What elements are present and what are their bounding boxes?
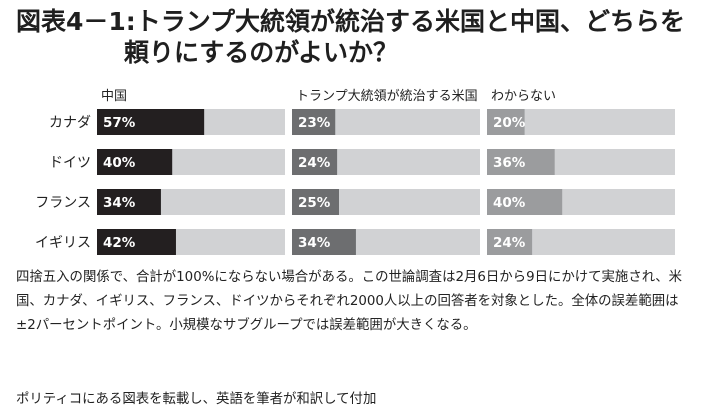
bar-s2-c3 bbox=[487, 229, 533, 255]
data-label-s1-c2: 25% bbox=[298, 195, 331, 211]
bar-s1-c1 bbox=[292, 149, 338, 175]
bar-s1-c3 bbox=[292, 229, 356, 255]
bar-s0-c0 bbox=[97, 109, 205, 135]
bar-s0-c2 bbox=[97, 189, 161, 215]
data-label-s1-c3: 34% bbox=[298, 235, 331, 251]
chart-title-line1: 図表4－1:トランプ大統領が統治する米国と中国、どちらを bbox=[16, 7, 686, 36]
bar-s2-c2 bbox=[487, 189, 563, 215]
bar-s0-c3 bbox=[97, 229, 176, 255]
legend-label-series-2: わからない bbox=[491, 89, 556, 104]
data-label-s2-c2: 40% bbox=[493, 195, 526, 211]
data-label-s2-c1: 36% bbox=[493, 155, 526, 171]
bar-s1-c2 bbox=[292, 189, 339, 215]
data-label-s0-c0: 57% bbox=[103, 115, 136, 131]
data-label-s0-c3: 42% bbox=[103, 235, 136, 251]
data-label-s2-c0: 20% bbox=[493, 115, 526, 131]
category-label-0: カナダ bbox=[49, 115, 91, 131]
chart-title: 図表4－1:トランプ大統領が統治する米国と中国、どちらを 頼りにするのがよいか？ bbox=[16, 6, 696, 68]
category-label-1: ドイツ bbox=[49, 155, 91, 171]
footnote: 四捨五入の関係で、合計が100%にならない場合がある。この世論調査は2月6日から… bbox=[16, 266, 694, 338]
bar-s1-c0 bbox=[292, 109, 336, 135]
category-label-2: フランス bbox=[35, 195, 91, 211]
source-credit: ポリティコにある図表を転載し、英語を筆者が和訳して付加 bbox=[16, 392, 377, 407]
data-label-s2-c3: 24% bbox=[493, 235, 526, 251]
data-label-s0-c2: 34% bbox=[103, 195, 136, 211]
data-label-s0-c1: 40% bbox=[103, 155, 136, 171]
bar-s2-c0 bbox=[487, 109, 525, 135]
legend-label-series-0: 中国 bbox=[101, 89, 127, 104]
data-label-s1-c1: 24% bbox=[298, 155, 331, 171]
category-label-3: イギリス bbox=[35, 235, 91, 251]
chart-title-line2: 頼りにするのがよいか？ bbox=[124, 38, 399, 67]
data-label-s1-c0: 23% bbox=[298, 115, 331, 131]
legend-label-series-1: トランプ大統領が統治する米国 bbox=[296, 88, 478, 104]
bar-s2-c1 bbox=[487, 149, 555, 175]
bar-s0-c1 bbox=[97, 149, 173, 175]
footnote-text: 四捨五入の関係で、合計が100%にならない場合がある。この世論調査は2月6日から… bbox=[16, 270, 683, 333]
